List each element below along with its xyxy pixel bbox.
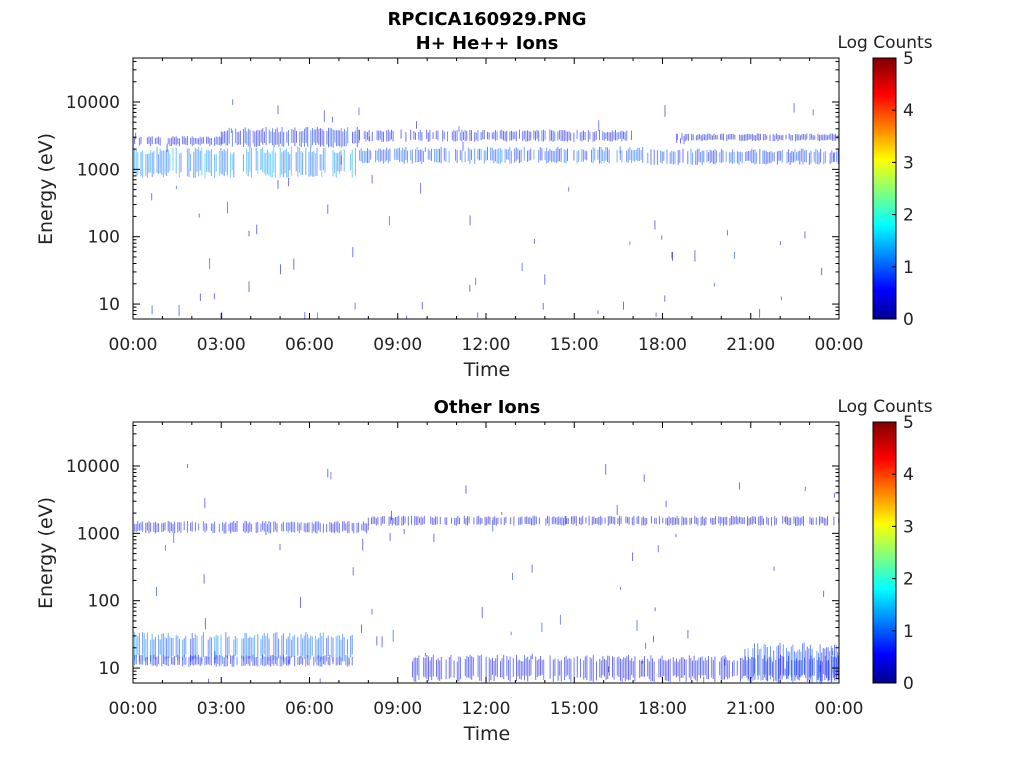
x-tick-label: 21:00 bbox=[726, 699, 775, 719]
data-band bbox=[134, 520, 369, 534]
y-tick-label: 100 bbox=[88, 592, 120, 612]
x-tick-label: 21:00 bbox=[726, 335, 775, 355]
y-axis-label: Energy (eV) bbox=[35, 497, 57, 609]
x-tick-label: 03:00 bbox=[197, 699, 246, 719]
data-band bbox=[134, 136, 222, 147]
y-tick-label: 1000 bbox=[77, 524, 120, 544]
plot-frame bbox=[132, 421, 840, 684]
y-tick-label: 100 bbox=[88, 228, 120, 248]
x-tick-label: 00:00 bbox=[815, 335, 864, 355]
colorbar-tick-label: 0 bbox=[903, 674, 914, 694]
colorbar bbox=[872, 421, 897, 684]
colorbar-tick-label: 5 bbox=[903, 413, 914, 433]
x-tick-label: 00:00 bbox=[109, 699, 158, 719]
y-tick-label: 10 bbox=[98, 295, 120, 315]
x-tick-label: 00:00 bbox=[109, 335, 158, 355]
data-band bbox=[359, 146, 644, 164]
x-tick-label: 15:00 bbox=[550, 699, 599, 719]
plot-frame bbox=[132, 57, 840, 320]
x-tick-label: 12:00 bbox=[462, 335, 511, 355]
data-band bbox=[134, 146, 356, 179]
data-band bbox=[412, 654, 839, 682]
x-axis-label: Time bbox=[463, 723, 511, 745]
x-tick-label: 12:00 bbox=[462, 699, 511, 719]
colorbar-tick-label: 4 bbox=[903, 101, 914, 121]
x-axis-label: Time bbox=[463, 359, 511, 381]
x-tick-label: 18:00 bbox=[638, 699, 687, 719]
colorbar-tick-label: 3 bbox=[903, 517, 914, 537]
colorbar-label: Log Counts bbox=[837, 33, 932, 53]
x-tick-label: 15:00 bbox=[550, 335, 599, 355]
colorbar-tick-label: 2 bbox=[903, 206, 914, 226]
y-tick-label: 1000 bbox=[77, 160, 120, 180]
data-band bbox=[133, 654, 353, 667]
data-band bbox=[676, 133, 839, 142]
heatmap-data bbox=[134, 99, 839, 319]
data-band bbox=[744, 642, 839, 683]
panel-other-ions: Other Ions Time Energy (eV) Log Counts 0… bbox=[35, 397, 933, 745]
colorbar-tick-label: 4 bbox=[903, 465, 914, 485]
x-tick-label: 06:00 bbox=[285, 335, 334, 355]
figure-title: RPCICA160929.PNG bbox=[387, 9, 586, 30]
data-band bbox=[220, 126, 360, 148]
colorbar-tick-label: 0 bbox=[903, 310, 914, 330]
colorbar-label: Log Counts bbox=[837, 397, 932, 417]
heatmap-data bbox=[133, 463, 839, 683]
y-tick-label: 10 bbox=[98, 659, 120, 679]
panel-h-he-ions: H+ He++ Ions Time Energy (eV) Log Counts… bbox=[35, 33, 933, 381]
colorbar-tick-label: 3 bbox=[903, 153, 914, 173]
x-tick-label: 09:00 bbox=[373, 335, 422, 355]
panel-title: Other Ions bbox=[434, 397, 541, 418]
y-tick-label: 10000 bbox=[66, 93, 120, 113]
colorbar-tick-label: 2 bbox=[903, 570, 914, 590]
colorbar-tick-label: 1 bbox=[903, 258, 914, 278]
y-axis-label: Energy (eV) bbox=[35, 133, 57, 245]
data-band bbox=[367, 515, 839, 526]
x-tick-label: 03:00 bbox=[197, 335, 246, 355]
colorbar-tick-label: 1 bbox=[903, 622, 914, 642]
data-band bbox=[359, 129, 632, 142]
data-speckles bbox=[135, 99, 835, 319]
x-tick-label: 00:00 bbox=[815, 699, 864, 719]
data-band bbox=[133, 632, 353, 662]
data-band bbox=[647, 148, 839, 165]
x-tick-label: 18:00 bbox=[638, 335, 687, 355]
colorbar bbox=[872, 57, 897, 320]
y-tick-label: 10000 bbox=[66, 457, 120, 477]
data-speckles bbox=[156, 463, 835, 683]
x-tick-label: 09:00 bbox=[373, 699, 422, 719]
colorbar-tick-label: 5 bbox=[903, 49, 914, 69]
x-tick-label: 06:00 bbox=[285, 699, 334, 719]
panel-title: H+ He++ Ions bbox=[416, 33, 559, 54]
